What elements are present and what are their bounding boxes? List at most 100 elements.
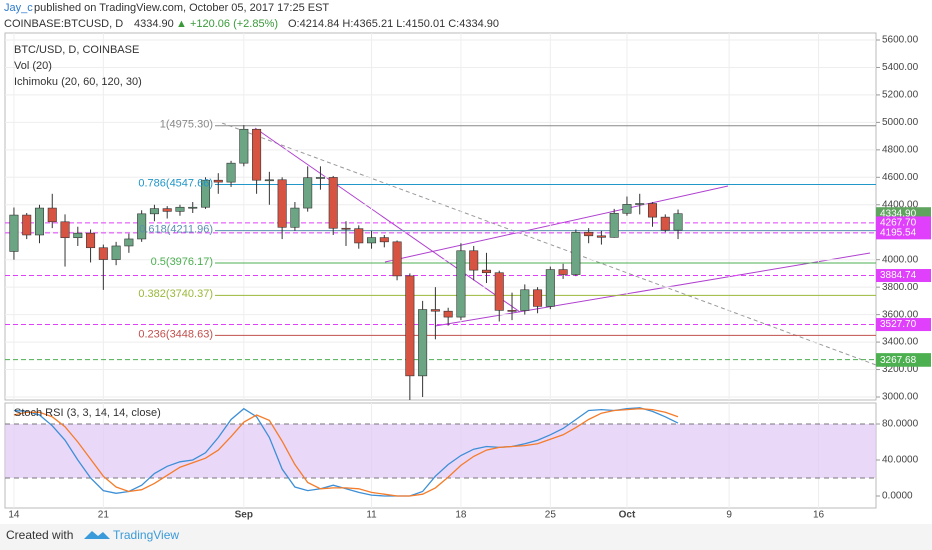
candle-body	[328, 177, 338, 229]
x-tick-label: 14	[8, 510, 20, 521]
price-tag	[876, 269, 931, 283]
stoch-band	[5, 424, 876, 478]
channel-line	[384, 185, 729, 263]
last-price: 4334.90	[134, 18, 174, 30]
candle-body	[405, 275, 415, 377]
price-tag-label: 4334.90	[880, 208, 917, 219]
fib-label: 0.236(3448.63)	[138, 328, 213, 340]
candle-body	[558, 269, 568, 275]
candle-body	[315, 177, 325, 179]
y-tick-label: 3000.00	[882, 392, 919, 403]
published: published on TradingView.com, October 05…	[34, 2, 329, 14]
footer-brand[interactable]: TradingView	[113, 528, 179, 542]
candle-body	[252, 128, 262, 181]
channel-line	[434, 252, 871, 327]
x-tick-label: 9	[726, 510, 732, 521]
stoch-title: Stoch RSI (3, 3, 14, 14, close)	[14, 407, 161, 419]
y-tick-label: 5600.00	[882, 35, 919, 46]
candle-body	[213, 179, 223, 183]
price-tag-label: 3527.70	[880, 319, 917, 330]
candle-body	[188, 206, 198, 209]
candle-body	[456, 250, 466, 318]
change: ▲ +120.06 (+2.85%)	[176, 18, 278, 30]
x-tick-label: 11	[366, 510, 377, 521]
candle-body	[430, 309, 440, 312]
logo	[84, 531, 110, 539]
candle-body	[596, 235, 606, 238]
candle-body	[354, 228, 364, 244]
candle-body	[22, 214, 32, 236]
main-title: BTC/USD, D, COINBASE	[14, 44, 139, 56]
price-tag-label: 4195.54	[880, 227, 917, 238]
candle-body	[673, 213, 683, 231]
fib-label: 0.618(4211.96)	[139, 223, 213, 235]
candle-body	[200, 179, 211, 208]
candle-body	[609, 212, 619, 238]
candle-body	[533, 289, 543, 307]
x-tick-label: Oct	[619, 510, 636, 521]
author[interactable]: Jay_c	[4, 2, 33, 14]
y-tick-label: 5000.00	[882, 117, 919, 128]
y-tick-label: 3600.00	[882, 309, 919, 320]
stoch-line	[13, 407, 679, 497]
candle-body	[73, 232, 83, 239]
fib-label: 0.786(4547.66)	[138, 177, 213, 189]
price-tag-label: 4267.70	[880, 218, 917, 229]
stoch-line	[13, 408, 679, 497]
candle-body	[635, 203, 645, 205]
candle-body	[111, 245, 121, 260]
y-tick-label: 4400.00	[882, 199, 919, 210]
candle-body	[264, 179, 274, 182]
ohlc: O:4214.84 H:4365.21 L:4150.01 C:4334.90	[288, 18, 499, 30]
candle-body	[584, 231, 594, 237]
candle-body	[494, 272, 504, 311]
candle-body	[98, 247, 108, 260]
candle-body	[392, 241, 402, 277]
candle-body	[34, 207, 44, 236]
y-tick-label: 3200.00	[882, 364, 919, 375]
y-tick-label: 4800.00	[882, 144, 919, 155]
x-tick-label: 18	[455, 510, 467, 521]
candle-body	[520, 289, 530, 311]
symbol: COINBASE:BTCUSD, D	[4, 18, 123, 30]
candle-body	[149, 208, 159, 215]
candle-body	[571, 231, 581, 275]
indicator-label: Vol (20)	[14, 60, 52, 72]
candle-body	[86, 232, 96, 249]
main-plot	[5, 33, 876, 400]
y-tick-label: 5400.00	[882, 62, 919, 73]
price-tag	[876, 353, 931, 367]
candle-body	[507, 310, 517, 312]
candle-body	[418, 309, 428, 377]
price-tag	[876, 226, 931, 240]
candle-body	[647, 203, 658, 218]
fib-label: 1(4975.30)	[160, 119, 213, 131]
candle-body	[175, 206, 185, 212]
y-tick-label: 40.0000	[882, 455, 919, 466]
candle-body	[379, 237, 389, 243]
footer-bar	[0, 524, 932, 550]
candle-body	[660, 216, 670, 231]
candle-body	[469, 250, 479, 271]
candle-body	[226, 162, 236, 183]
y-tick-label: 4000.00	[882, 254, 919, 265]
y-tick-label: 3800.00	[882, 282, 919, 293]
candle-body	[60, 221, 70, 239]
candle-body	[277, 179, 287, 228]
candle-body	[162, 208, 172, 212]
y-tick-label: 4600.00	[882, 172, 919, 183]
x-tick-label: 16	[813, 510, 825, 521]
candle-body	[124, 238, 134, 247]
candle-body	[9, 214, 19, 252]
y-tick-label: 3400.00	[882, 337, 919, 348]
candle-body	[290, 207, 300, 228]
candle-body	[47, 207, 57, 223]
candle-body	[367, 237, 377, 244]
x-tick-label: 21	[98, 510, 110, 521]
candle-body	[622, 204, 632, 214]
price-tag-label: 3267.68	[880, 355, 917, 366]
indicator-label: Ichimoku (20, 60, 120, 30)	[14, 76, 142, 88]
trend-line	[254, 127, 521, 313]
candle-body	[545, 269, 555, 307]
y-tick-label: 80.0000	[882, 419, 919, 430]
